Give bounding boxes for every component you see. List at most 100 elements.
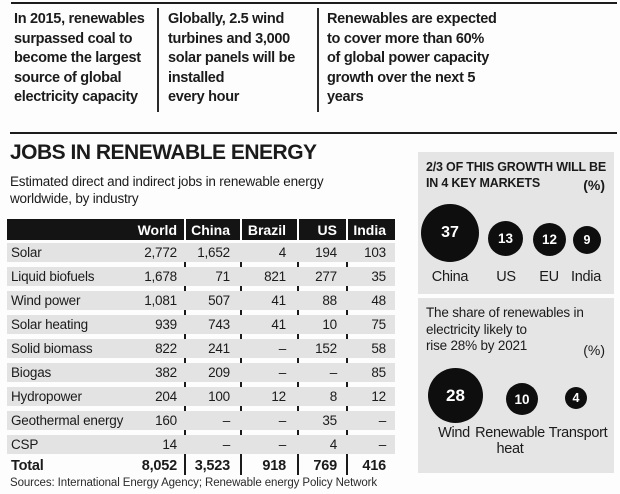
cell-value: 918 bbox=[262, 458, 286, 474]
bubble-us: 13 bbox=[488, 221, 523, 256]
percent-unit: (%) bbox=[583, 342, 605, 358]
cell-value: 160 bbox=[155, 413, 177, 428]
cell-value: – bbox=[222, 413, 231, 428]
cell-value: 241 bbox=[208, 341, 230, 356]
cell-value: 48 bbox=[371, 293, 386, 308]
bubble-wind: 28 bbox=[428, 368, 483, 423]
header-separator bbox=[184, 219, 186, 240]
cell-value: 2,772 bbox=[144, 245, 177, 260]
cell-value: 822 bbox=[155, 341, 177, 356]
cell-value: – bbox=[278, 413, 287, 428]
cell-value: 12 bbox=[371, 389, 386, 404]
share-renewables-panel: The share of renewables in electricity l… bbox=[418, 298, 614, 473]
cell-value: – bbox=[278, 365, 287, 380]
cell-value: 1,652 bbox=[197, 245, 230, 260]
table-row-solar: Solar 2,772 1,652 4 194 103 bbox=[7, 243, 395, 262]
table-row-geothermal: Geothermal energy 160 – – 35 – bbox=[7, 411, 395, 430]
cell-value: 194 bbox=[315, 245, 337, 260]
cell-value: 4 bbox=[278, 245, 287, 260]
row-label: Biogas bbox=[11, 365, 52, 380]
top-rule bbox=[11, 2, 617, 4]
row-label: Hydropower bbox=[11, 389, 82, 404]
header-separator bbox=[297, 219, 299, 240]
table-header-brazil: Brazil bbox=[247, 221, 286, 238]
bubble-value: 13 bbox=[497, 231, 514, 246]
cell-value: 277 bbox=[315, 269, 337, 284]
table-row-hydropower: Hydropower 204 100 12 8 12 bbox=[7, 387, 395, 406]
cell-value: 8,052 bbox=[141, 458, 177, 474]
facts-divider bbox=[317, 8, 319, 112]
bubble-label-us: US bbox=[496, 269, 516, 285]
row-label: Wind power bbox=[11, 293, 81, 308]
fact-card-turbines: Globally, 2.5 wind turbines and 3,000 so… bbox=[168, 11, 295, 105]
cell-value: 71 bbox=[215, 269, 230, 284]
cell-value: 507 bbox=[208, 293, 230, 308]
percent-unit: (%) bbox=[583, 177, 605, 193]
cell-value: 14 bbox=[162, 437, 177, 452]
cell-value: 382 bbox=[155, 365, 177, 380]
column-divider bbox=[240, 243, 242, 475]
cell-value: – bbox=[378, 413, 387, 428]
cell-value: 88 bbox=[322, 293, 337, 308]
table-header-china: China bbox=[191, 221, 230, 238]
row-label: Geothermal energy bbox=[11, 413, 124, 428]
column-divider bbox=[346, 243, 348, 475]
key-markets-panel: 2/3 OF THIS GROWTH WILL BE IN 4 KEY MARK… bbox=[418, 152, 614, 294]
cell-value: 209 bbox=[208, 365, 230, 380]
cell-value: 152 bbox=[315, 341, 337, 356]
bubble-label-renewable-heat: Renewable heat bbox=[475, 425, 545, 457]
page-subtitle: Estimated direct and indirect jobs in re… bbox=[10, 174, 324, 206]
cell-value: 1,678 bbox=[144, 269, 177, 284]
cell-value: 10 bbox=[322, 317, 337, 332]
row-label: Solar bbox=[11, 245, 42, 260]
cell-value: 416 bbox=[362, 458, 386, 474]
table-row-solar-heating: Solar heating 939 743 41 10 75 bbox=[7, 315, 395, 334]
cell-value: 8 bbox=[329, 389, 338, 404]
cell-value: 35 bbox=[322, 413, 337, 428]
fact-card-2015: In 2015, renewables surpassed coal to be… bbox=[14, 11, 145, 105]
bubble-label-transport: Transport bbox=[548, 425, 608, 441]
row-label: Solid biomass bbox=[11, 341, 93, 356]
cell-value: 769 bbox=[313, 458, 337, 474]
cell-value: 58 bbox=[371, 341, 386, 356]
row-label: Liquid biofuels bbox=[11, 269, 95, 284]
section-rule bbox=[10, 132, 617, 134]
column-divider bbox=[184, 243, 186, 475]
panel-title: 2/3 OF THIS GROWTH WILL BE IN 4 KEY MARK… bbox=[426, 160, 606, 190]
row-label: CSP bbox=[11, 437, 39, 452]
bubble-value: 12 bbox=[541, 232, 558, 247]
table-row-wind-power: Wind power 1,081 507 41 88 48 bbox=[7, 291, 395, 310]
table-body: Solar 2,772 1,652 4 194 103 Liquid biofue… bbox=[7, 243, 395, 480]
sources-note: Sources: International Energy Agency; Re… bbox=[10, 477, 378, 489]
cell-value: 100 bbox=[208, 389, 230, 404]
table-row-liquid-biofuels: Liquid biofuels 1,678 71 821 277 35 bbox=[7, 267, 395, 286]
table-row-total: Total 8,052 3,523 918 769 416 bbox=[7, 457, 395, 475]
cell-value: – bbox=[329, 365, 338, 380]
cell-value: 85 bbox=[371, 365, 386, 380]
bubble-label-eu: EU bbox=[539, 269, 559, 285]
bubble-value: 4 bbox=[572, 391, 580, 405]
cell-value: 41 bbox=[271, 317, 286, 332]
bubble-value: 10 bbox=[514, 391, 530, 407]
facts-divider bbox=[157, 8, 159, 112]
table-header-world: World bbox=[137, 221, 177, 238]
table-row-csp: CSP 14 – – 4 – bbox=[7, 435, 395, 454]
cell-value: 204 bbox=[155, 389, 177, 404]
cell-value: – bbox=[278, 437, 287, 452]
bubble-renewable-heat: 10 bbox=[506, 383, 538, 415]
panel-title: The share of renewables in electricity l… bbox=[426, 305, 584, 353]
bubble-value: 28 bbox=[446, 385, 465, 405]
cell-value: 35 bbox=[371, 269, 386, 284]
bubble-label-china: China bbox=[431, 269, 469, 285]
bubble-value: 37 bbox=[441, 224, 459, 241]
table-header-row: World China Brazil US India bbox=[7, 219, 395, 240]
cell-value: 743 bbox=[208, 317, 230, 332]
cell-value: 1,081 bbox=[144, 293, 177, 308]
cell-value: 75 bbox=[371, 317, 386, 332]
bubble-value: 9 bbox=[583, 233, 591, 247]
table-row-biogas: Biogas 382 209 – – 85 bbox=[7, 363, 395, 382]
bubble-label-wind: Wind bbox=[438, 425, 470, 441]
bubble-transport: 4 bbox=[565, 387, 587, 409]
table-header-india: India bbox=[353, 221, 386, 238]
